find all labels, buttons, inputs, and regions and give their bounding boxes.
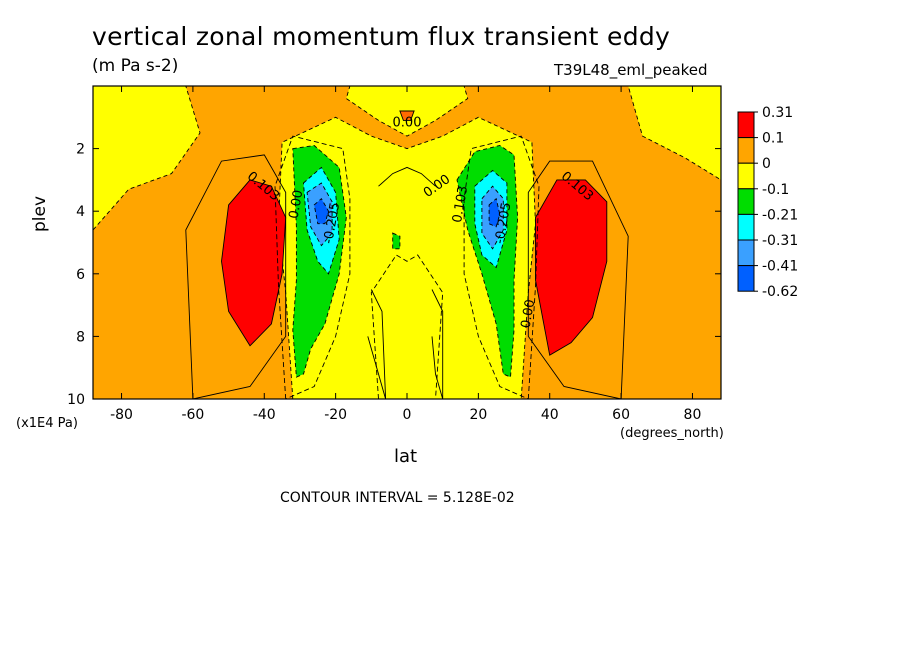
y-tick-label: 2 — [76, 142, 85, 158]
contour-line-3 — [185, 154, 287, 399]
x-tick-label: 40 — [541, 407, 559, 423]
y-tick-label: 8 — [76, 329, 85, 345]
chart-title: vertical zonal momentum flux transient e… — [92, 22, 671, 51]
colorbar-box — [737, 239, 755, 267]
colorbar-box — [737, 188, 755, 215]
x-tick-label: -80 — [110, 407, 133, 423]
run-label: T39L48_eml_peaked — [554, 61, 708, 79]
colorbar-box — [737, 213, 755, 241]
y-tick-label: 4 — [76, 204, 85, 220]
contour-line-4 — [527, 160, 629, 399]
colorbar-label: 0 — [762, 156, 771, 172]
y-axis-unit: (x1E4 Pa) — [16, 416, 78, 431]
contour-line-2 — [370, 254, 444, 399]
region-11 — [313, 198, 329, 225]
colorbar-label: 0.1 — [762, 131, 784, 147]
chart-units: (m Pa s-2) — [92, 56, 179, 76]
contour-label-6: 0.103 — [450, 185, 471, 224]
x-tick-label: -40 — [253, 407, 276, 423]
contour-line-0 — [274, 135, 351, 399]
x-axis-unit: (degrees_north) — [620, 426, 724, 441]
contour-line-5 — [378, 166, 436, 187]
region-1 — [93, 86, 201, 231]
contour-line-6 — [367, 289, 387, 399]
contour-line-1 — [463, 135, 540, 399]
contour-fills — [93, 86, 721, 399]
region-13 — [221, 179, 287, 347]
region-15 — [392, 232, 401, 250]
colorbar-label: -0.41 — [762, 259, 798, 275]
region-14 — [535, 179, 608, 356]
contour-label-7: -0.205 — [492, 201, 514, 245]
contour-label-5: -0.205 — [321, 201, 343, 245]
x-axis-label: lat — [394, 446, 418, 467]
colorbar-label: -0.1 — [762, 182, 789, 198]
contour-label-4: 0.00 — [287, 189, 307, 220]
y-tick-label: 10 — [67, 392, 85, 408]
region-12 — [488, 197, 501, 228]
x-tick-label: -20 — [324, 407, 347, 423]
x-tick-label: -60 — [181, 407, 204, 423]
colorbar-box — [737, 162, 755, 190]
contour-label-0: 0.00 — [393, 116, 422, 131]
colorbar-label: -0.62 — [762, 284, 798, 300]
colorbar-label: -0.31 — [762, 233, 798, 249]
x-tick-label: 0 — [403, 407, 412, 423]
contour-line-7 — [431, 289, 444, 399]
y-axis: 2 4 6 8 10 — [67, 142, 721, 408]
contour-lines — [185, 135, 629, 399]
region-16 — [399, 110, 415, 121]
contour-interval-text: CONTOUR INTERVAL = 5.128E-02 — [280, 490, 515, 506]
x-tick-label: 60 — [612, 407, 630, 423]
contour-label-8: 0.00 — [519, 298, 539, 329]
region-2 — [627, 86, 721, 181]
colorbar-label: 0.31 — [762, 105, 793, 121]
x-tick-label: 80 — [684, 407, 702, 423]
colorbar-box — [737, 265, 755, 292]
colorbar-box — [737, 111, 755, 139]
colorbar-label: -0.21 — [762, 207, 798, 223]
colorbar-box — [737, 137, 755, 164]
x-axis: -80 -60 -40 -20 0 20 40 60 80 — [110, 86, 701, 423]
y-tick-label: 6 — [76, 267, 85, 283]
colorbar: 0.31 0.1 0 -0.1 -0.21 -0.31 -0.41 -0.62 — [737, 105, 798, 300]
x-tick-label: 20 — [469, 407, 487, 423]
